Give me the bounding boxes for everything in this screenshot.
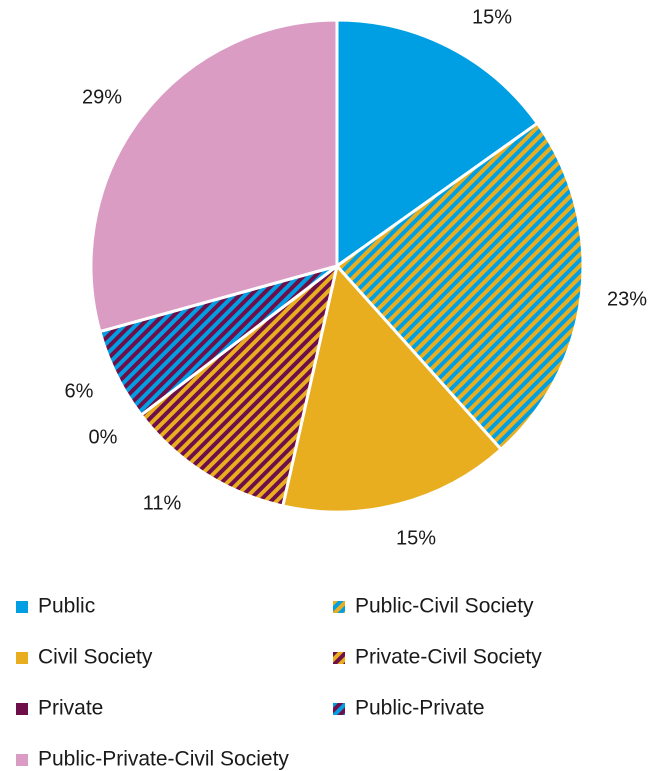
legend-swatch-public-private bbox=[333, 703, 345, 715]
pie-slice-private-civil-society bbox=[139, 264, 339, 508]
pie-slice-civil-society bbox=[281, 264, 503, 514]
slice-label-public-private: 6% bbox=[65, 380, 94, 402]
legend-label-public: Public bbox=[38, 595, 95, 618]
slice-label-private: 0% bbox=[89, 426, 118, 448]
legend-label-public-private-civil-society: Public-Private-Civil Society bbox=[38, 748, 289, 771]
legend-label-private: Private bbox=[38, 697, 103, 720]
pie-slice-public-private-civil-society bbox=[89, 18, 339, 334]
slice-label-civil-society: 15% bbox=[396, 527, 436, 549]
legend-swatch-civil-society bbox=[16, 652, 28, 664]
pie-slice-public-civil-society bbox=[335, 121, 585, 451]
chart-legend: Public Public-Civil Society Civil Society P… bbox=[16, 595, 542, 771]
slice-label-public-private-civil-society: 29% bbox=[82, 86, 122, 108]
pie-slice-public bbox=[335, 18, 539, 268]
legend-label-public-private: Public-Private bbox=[355, 697, 485, 720]
legend-swatch-public bbox=[16, 601, 28, 613]
legend-swatch-public-civil-society bbox=[333, 601, 345, 613]
legend-swatch-private-civil-society bbox=[333, 652, 345, 664]
slice-label-public-civil-society: 23% bbox=[607, 288, 647, 310]
legend-swatch-private bbox=[16, 703, 28, 715]
legend-label-public-civil-society: Public-Civil Society bbox=[355, 595, 534, 618]
slice-label-public: 15% bbox=[472, 6, 512, 28]
legend-label-civil-society: Civil Society bbox=[38, 646, 153, 669]
pie-slice-labels: 15% 23% 15% 11% 0% 6% 29% bbox=[65, 6, 648, 549]
legend-swatch-public-private-civil-society bbox=[16, 754, 28, 766]
slice-label-private-civil-society: 11% bbox=[143, 492, 182, 514]
pie-slices bbox=[89, 18, 585, 514]
legend-label-private-civil-society: Private-Civil Society bbox=[355, 646, 542, 669]
